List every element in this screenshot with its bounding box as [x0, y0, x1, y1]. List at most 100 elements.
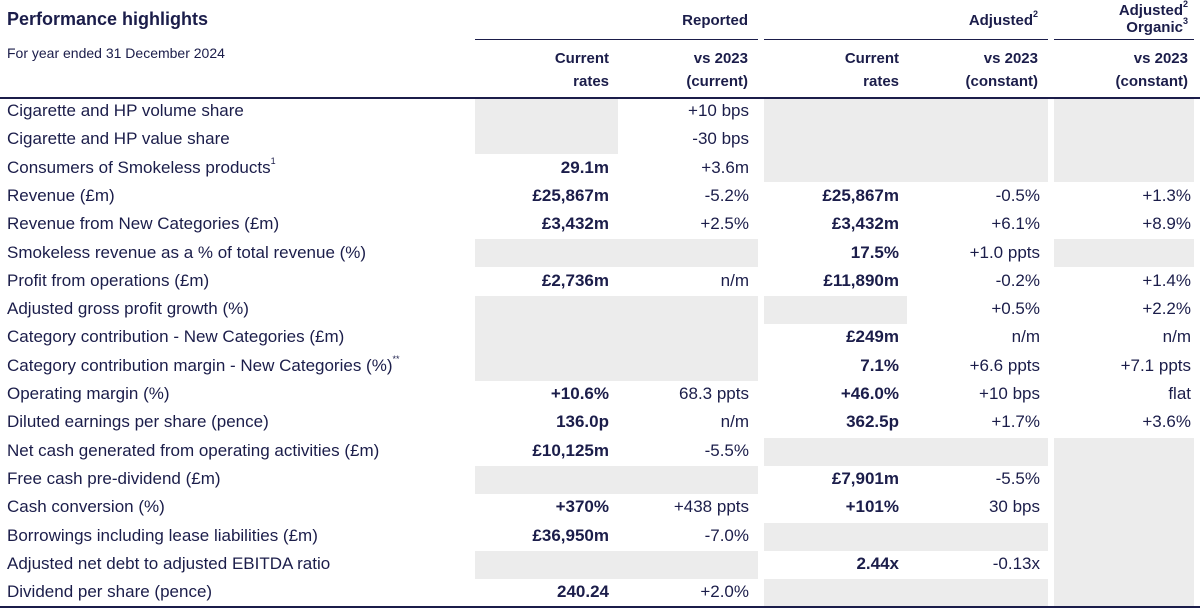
col4-line1: vs 2023: [983, 50, 1038, 67]
cell-c3: 362.5p: [846, 412, 899, 431]
adj-organic-label-1: Adjusted: [1118, 2, 1183, 19]
col5-line1: vs 2023: [1133, 50, 1188, 67]
row-label-text: Adjusted net debt to adjusted EBITDA rat…: [7, 554, 331, 573]
cell-c5: +1.4%: [1142, 271, 1191, 290]
row-label: Revenue from New Categories (£m): [7, 214, 279, 234]
cell-c2: +2.0%: [700, 582, 749, 601]
cell-c4: -0.2%: [995, 271, 1040, 290]
adj-organic-footnote-1: 2: [1182, 0, 1188, 9]
row-label-text: Cash conversion (%): [7, 497, 165, 516]
cell-c2: n/m: [720, 271, 749, 290]
cell-c4: +1.7%: [991, 412, 1040, 431]
group-header-adjusted-organic: Adjusted2 Organic3: [1060, 0, 1188, 36]
cell-c4: +0.5%: [991, 299, 1040, 318]
row-label: Adjusted gross profit growth (%): [7, 299, 249, 319]
cell-c1: £2,736m: [541, 271, 609, 290]
row-label: Category contribution - New Categories (…: [7, 327, 344, 347]
row-label-text: Consumers of Smokeless products: [7, 158, 271, 177]
cell-c1: +370%: [555, 497, 609, 516]
cell-c1: £25,867m: [532, 186, 609, 205]
header-rule-adjusted: [764, 39, 1048, 40]
cell-c1: 29.1m: [560, 158, 609, 177]
shade-dividend-adjusted: [764, 579, 1048, 606]
cell-c1: 136.0p: [556, 412, 609, 431]
row-label: Cigarette and HP value share: [7, 129, 230, 149]
row-label-text: Operating margin (%): [7, 384, 170, 403]
row-label-text: Adjusted gross profit growth (%): [7, 299, 249, 318]
shade-gross-reported: [475, 296, 758, 381]
cell-c4: n/m: [1011, 327, 1040, 346]
row-label-text: Borrowings including lease liabilities (…: [7, 526, 318, 545]
cell-c4: +6.1%: [991, 214, 1040, 233]
shade-borrow-adjusted: [764, 523, 1048, 551]
row-label: Revenue (£m): [7, 186, 115, 206]
adj-organic-label-2: Organic: [1126, 19, 1183, 36]
shade-organic-bottom: [1054, 438, 1194, 606]
adjusted-label: Adjusted: [968, 12, 1033, 29]
header-rule-organic: [1054, 39, 1194, 40]
row-label: Cash conversion (%): [7, 497, 165, 517]
shade-gross-adjusted: [764, 296, 907, 324]
cell-c3: 17.5%: [850, 243, 899, 262]
shade-smokeless-reported: [475, 239, 758, 267]
col1-line2: rates: [573, 73, 609, 90]
cell-c2: +3.6m: [701, 158, 749, 177]
page-title: Performance highlights: [7, 9, 209, 29]
cell-c5: +1.3%: [1142, 186, 1191, 205]
header-bottom-rule: [0, 97, 1200, 99]
group-header-adjusted: Adjusted2: [900, 9, 1038, 30]
cell-c2: +2.5%: [700, 214, 749, 233]
cell-c3: +46.0%: [840, 384, 899, 403]
row-label: Profit from operations (£m): [7, 271, 209, 291]
row-label-text: Profit from operations (£m): [7, 271, 210, 290]
cell-c3: 7.1%: [860, 356, 899, 375]
shade-organic-top: [1054, 98, 1194, 182]
cell-c3: £249m: [846, 327, 899, 346]
cell-c2: n/m: [720, 412, 749, 431]
row-label-text: Smokeless revenue as a % of total revenu…: [7, 243, 367, 262]
col-header-organic-vs2023: vs 2023 (constant): [1060, 47, 1189, 93]
col1-line1: Current: [554, 50, 609, 67]
cell-c1: 240.24: [557, 582, 609, 601]
cell-c5: +8.9%: [1142, 214, 1191, 233]
cell-c5: +7.1 ppts: [1120, 356, 1191, 375]
row-label: Adjusted net debt to adjusted EBITDA rat…: [7, 554, 330, 574]
cell-c2: +438 ppts: [673, 497, 749, 516]
col-header-adjusted-vs2023: vs 2023 (constant): [910, 47, 1039, 93]
row-footnote: 1: [270, 156, 276, 167]
row-label: Category contribution margin - New Categ…: [7, 355, 400, 376]
cell-c3: 2.44x: [856, 554, 899, 573]
cell-c3: £7,901m: [831, 469, 899, 488]
cell-c5: +3.6%: [1142, 412, 1191, 431]
col3-line2: rates: [863, 73, 899, 90]
adj-organic-footnote-2: 3: [1182, 16, 1188, 26]
table-bottom-rule: [0, 606, 1200, 608]
row-label: Smokeless revenue as a % of total revenu…: [7, 243, 366, 263]
row-label: Dividend per share (pence): [7, 582, 212, 602]
header-rule-reported: [475, 39, 758, 40]
cell-c2: -5.2%: [704, 186, 749, 205]
cell-c3: +101%: [845, 497, 899, 516]
shade-netcash-adjusted: [764, 438, 1048, 466]
row-label-text: Net cash generated from operating activi…: [7, 441, 380, 460]
row-label-text: Category contribution margin - New Categ…: [7, 356, 393, 375]
shade-smokeless-organic: [1054, 239, 1194, 267]
row-label-text: Free cash pre-dividend (£m): [7, 469, 221, 488]
col2-line1: vs 2023: [693, 50, 748, 67]
cell-c1: £3,432m: [541, 214, 609, 233]
col-header-reported-vs2023: vs 2023 (current): [620, 47, 748, 93]
row-label: Diluted earnings per share (pence): [7, 412, 269, 432]
row-label-text: Revenue (£m): [7, 186, 115, 205]
row-label-text: Cigarette and HP volume share: [7, 101, 244, 120]
cell-c5: n/m: [1162, 327, 1191, 346]
cell-c3: £3,432m: [831, 214, 899, 233]
shade-freecash-reported: [475, 466, 758, 494]
cell-c4: +10 bps: [979, 384, 1040, 403]
cell-c1: +10.6%: [550, 384, 609, 403]
period-subtitle: For year ended 31 December 2024: [7, 45, 225, 61]
row-label: Consumers of Smokeless products1: [7, 156, 276, 178]
cell-c5: flat: [1168, 384, 1191, 403]
row-label-text: Diluted earnings per share (pence): [7, 412, 269, 431]
col5-line2: (constant): [1115, 73, 1189, 90]
adjusted-footnote: 2: [1032, 9, 1038, 19]
